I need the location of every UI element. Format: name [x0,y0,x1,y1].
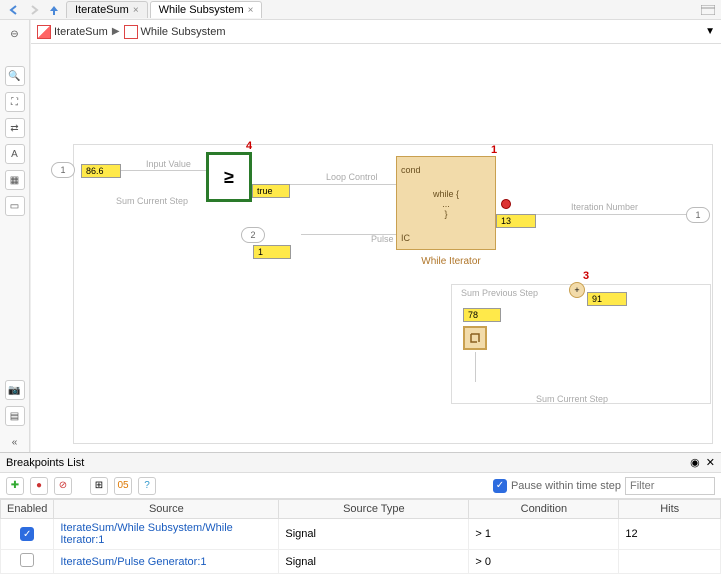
table-row[interactable]: ✓ IterateSum/While Subsystem/While Itera… [1,519,721,550]
while-output-display: 13 [496,214,536,228]
memory-block[interactable] [463,326,487,350]
row-condition: > 0 [469,550,619,574]
compare-block[interactable]: ≥ [206,152,252,202]
row-checkbox[interactable]: ✓ [20,527,34,541]
filter-input[interactable] [625,477,715,495]
breakpoint-dot[interactable] [501,199,511,209]
col-enabled[interactable]: Enabled [1,500,54,519]
forward-button[interactable] [26,2,42,18]
row-hits [619,550,721,574]
breadcrumb: IterateSum ▶ While Subsystem ▼ [31,20,721,44]
format-button[interactable]: 05 [114,477,132,495]
input-value-display: 86.6 [81,164,121,178]
pause-checkbox[interactable]: ✓ [493,479,507,493]
mem-input-display: 78 [463,308,501,322]
sum-prev-label: Sum Previous Step [461,288,538,298]
pulse-label: Pulse [371,234,394,244]
hierarchy-button[interactable]: ⊞ [90,477,108,495]
close-icon[interactable]: × [248,5,254,16]
top-toolbar: IterateSum × While Subsystem × [0,0,721,20]
row-source-link[interactable]: IterateSum/Pulse Generator:1 [54,550,279,574]
input-port-1[interactable]: 1 [51,162,75,178]
tab-while-subsystem[interactable]: While Subsystem × [150,1,263,18]
table-row[interactable]: IterateSum/Pulse Generator:1 Signal > 0 [1,550,721,574]
tab-label: While Subsystem [159,4,244,16]
ic-port-label: IC [401,233,410,243]
row-checkbox[interactable] [20,553,34,567]
panel-menu-icon[interactable]: ◉ [690,456,700,469]
sum-cur-label: Sum Current Step [536,394,608,404]
model-icon [37,25,51,39]
breadcrumb-label: IterateSum [54,26,108,38]
collapse-left-button[interactable]: « [5,432,25,452]
loop-control-label: Loop Control [326,172,378,182]
breadcrumb-label: While Subsystem [141,26,226,38]
annotation-tool[interactable]: A [5,144,25,164]
wire [121,170,206,171]
row-hits: 12 [619,519,721,550]
back-button[interactable] [6,2,22,18]
window-icon [701,5,715,15]
report-tool[interactable]: ▤ [5,406,25,426]
tab-label: IterateSum [75,4,129,16]
sum-current-label-top: Sum Current Step [116,196,188,206]
highlight-badge-3: 3 [583,270,589,282]
help-button[interactable]: ? [138,477,156,495]
sum-area-frame [451,284,711,404]
left-toolbar: ⊖ 🔍 ⛶ ⇄ A ▦ ▭ 📷 ▤ « [0,20,30,452]
fit-tool[interactable]: ⛶ [5,92,25,112]
signal-tool[interactable]: ⇄ [5,118,25,138]
col-source-type[interactable]: Source Type [279,500,469,519]
disable-breakpoint-button[interactable]: ● [30,477,48,495]
while-iterator-block[interactable]: cond IC while { ... } [396,156,496,250]
image-tool[interactable]: ▦ [5,170,25,190]
compare-output-display: true [252,184,290,198]
chevron-right-icon: ▶ [112,26,120,37]
subsystem-icon [124,25,138,39]
input-port-2[interactable]: 2 [241,227,265,243]
up-button[interactable] [46,2,62,18]
while-iterator-title: While Iterator [401,256,501,267]
pause-label: Pause within time step [511,480,621,492]
row-source-link[interactable]: IterateSum/While Subsystem/While Iterato… [54,519,279,550]
area-tool[interactable]: ▭ [5,196,25,216]
breakpoints-panel: Breakpoints List ◉ ✕ ✚ ● ⊘ ⊞ 05 ? ✓ Paus… [0,452,721,580]
sum-block[interactable]: + [569,282,585,298]
iteration-label: Iteration Number [571,202,638,212]
col-condition[interactable]: Condition [469,500,619,519]
delete-breakpoint-button[interactable]: ⊘ [54,477,72,495]
breakpoints-toolbar: ✚ ● ⊘ ⊞ 05 ? ✓ Pause within time step [0,473,721,499]
breadcrumb-root[interactable]: IterateSum [37,25,108,39]
collapse-button[interactable]: ⊖ [5,24,25,44]
input-label: Input Value [146,159,191,169]
diagram-canvas[interactable]: 1 86.6 Input Value Sum Current Step 4 ≥ … [31,44,721,452]
col-hits[interactable]: Hits [619,500,721,519]
while-body: while { ... } [401,189,491,219]
row-type: Signal [279,550,469,574]
sum-output-display: 91 [587,292,627,306]
breadcrumb-current[interactable]: While Subsystem [124,25,226,39]
row-type: Signal [279,519,469,550]
wire [475,352,476,382]
pulse-value-display: 1 [253,245,291,259]
highlight-badge-4: 4 [246,140,252,152]
close-icon[interactable]: × [133,5,139,16]
breakpoints-header: Breakpoints List ◉ ✕ [0,453,721,473]
col-source[interactable]: Source [54,500,279,519]
screenshot-tool[interactable]: 📷 [5,380,25,400]
row-condition: > 1 [469,519,619,550]
breakpoints-table: Enabled Source Source Type Condition Hit… [0,499,721,580]
breadcrumb-dropdown[interactable]: ▼ [705,26,715,37]
zoom-tool[interactable]: 🔍 [5,66,25,86]
cond-port-label: cond [401,165,421,175]
panel-close-icon[interactable]: ✕ [706,456,715,469]
tab-iteratesum[interactable]: IterateSum × [66,1,148,18]
add-breakpoint-button[interactable]: ✚ [6,477,24,495]
output-port-1[interactable]: 1 [686,207,710,223]
highlight-badge-1: 1 [491,144,497,156]
breakpoints-title: Breakpoints List [6,457,84,469]
